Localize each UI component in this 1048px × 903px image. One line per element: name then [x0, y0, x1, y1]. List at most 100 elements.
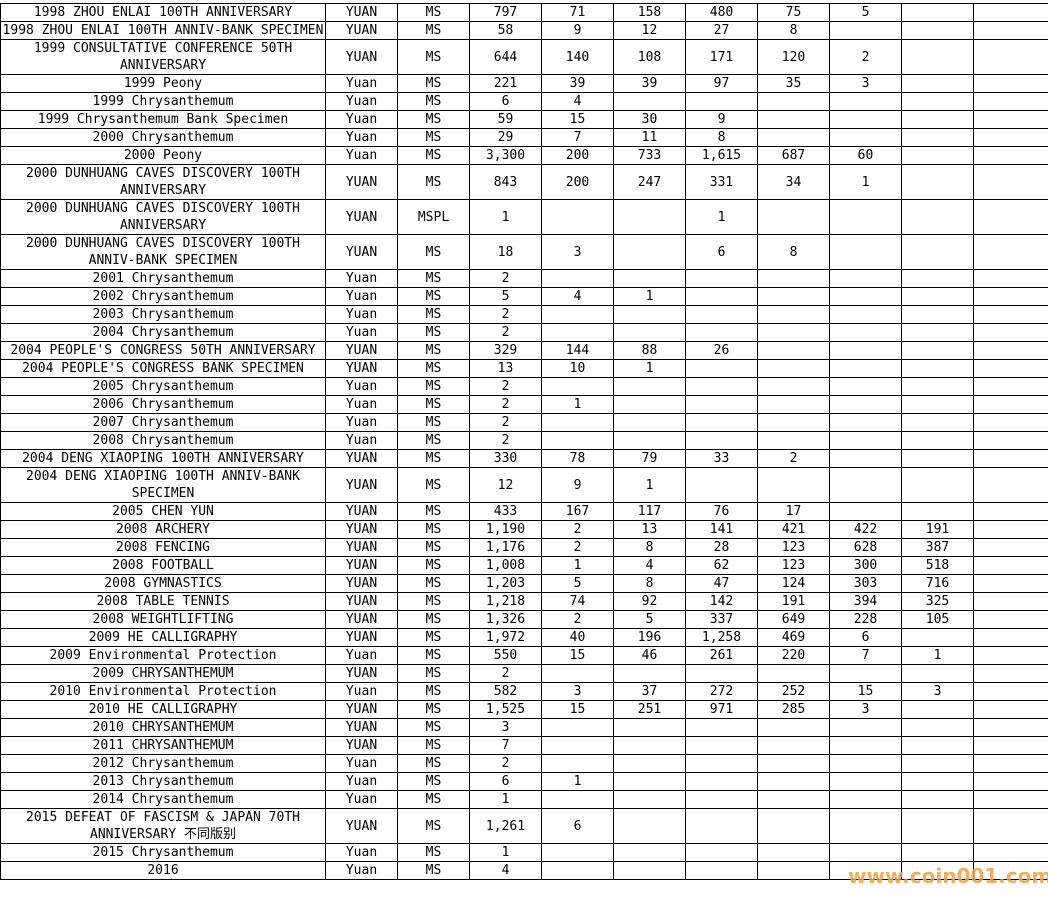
cell	[613, 664, 686, 683]
cell	[685, 431, 758, 450]
item-name: 2009 HE CALLIGRAPHY	[0, 628, 326, 647]
cell: 9	[541, 21, 614, 40]
cell	[973, 74, 1048, 93]
cell	[541, 431, 614, 450]
cell: 1	[829, 164, 902, 200]
table-row: 2003 Chrysanthemum Yuan MS 2	[0, 305, 1048, 324]
cell	[901, 21, 974, 40]
cell	[829, 736, 902, 755]
cell	[613, 92, 686, 111]
table-row: 2002 Chrysanthemum Yuan MS 5 4 1	[0, 287, 1048, 306]
cell	[541, 413, 614, 432]
cell: 78	[541, 449, 614, 468]
cell: MS	[397, 74, 470, 93]
cell	[901, 341, 974, 360]
item-name: 1999 Peony	[0, 74, 326, 93]
cell	[757, 772, 830, 791]
cell	[901, 269, 974, 288]
cell: 1,615	[685, 146, 758, 165]
cell: 46	[613, 646, 686, 665]
item-name: 2008 WEIGHTLIFTING	[0, 610, 326, 629]
cell	[901, 449, 974, 468]
cell	[613, 736, 686, 755]
cell	[973, 628, 1048, 647]
cell: 6	[829, 628, 902, 647]
cell	[901, 92, 974, 111]
table-row: 2004 DENG XIAOPING 100TH ANNIVERSARY YUAN…	[0, 449, 1048, 468]
cell	[973, 646, 1048, 665]
cell: 628	[829, 538, 902, 557]
cell	[541, 305, 614, 324]
table-row: 2008 Chrysanthemum Yuan MS 2	[0, 431, 1048, 450]
cell: 13	[613, 520, 686, 539]
cell	[901, 164, 974, 200]
cell: 1	[613, 467, 686, 503]
item-name: 2008 Chrysanthemum	[0, 431, 326, 450]
item-name: 2004 DENG XIAOPING 100TH ANNIV-BANK SPEC…	[0, 467, 326, 503]
table-row: 2009 HE CALLIGRAPHY YUAN MS 1,972 40 196 1,258…	[0, 628, 1048, 647]
cell	[973, 21, 1048, 40]
cell: 325	[901, 592, 974, 611]
cell: 6	[541, 808, 614, 844]
cell: 3	[541, 234, 614, 270]
table-row: 2004 Chrysanthemum Yuan MS 2	[0, 323, 1048, 342]
cell: 71	[541, 3, 614, 22]
cell: Yuan	[325, 682, 398, 701]
cell	[973, 287, 1048, 306]
item-name: 2000 DUNHUANG CAVES DISCOVERY 100TH ANNI…	[0, 199, 326, 235]
cell: 59	[469, 110, 542, 129]
cell: 3	[829, 74, 902, 93]
cell: 285	[757, 700, 830, 719]
item-name: 1999 Chrysanthemum Bank Specimen	[0, 110, 326, 129]
cell: 469	[757, 628, 830, 647]
table-row: 2001 Chrysanthemum Yuan MS 2	[0, 269, 1048, 288]
item-name: 2004 PEOPLE'S CONGRESS BANK SPECIMEN	[0, 359, 326, 378]
cell: 108	[613, 39, 686, 75]
item-name: 2009 CHRYSANTHEMUM	[0, 664, 326, 683]
cell	[973, 164, 1048, 200]
cell: YUAN	[325, 39, 398, 75]
cell: 7	[541, 128, 614, 147]
table-row: 2009 CHRYSANTHEMUM YUAN MS 2	[0, 664, 1048, 683]
table-row: 1998 ZHOU ENLAI 100TH ANNIVERSARY YUAN MS 7…	[0, 3, 1048, 22]
cell: 2	[541, 610, 614, 629]
cell: 550	[469, 646, 542, 665]
cell	[541, 843, 614, 862]
item-name: 2008 FOOTBALL	[0, 556, 326, 575]
cell	[973, 556, 1048, 575]
cell: 30	[613, 110, 686, 129]
cell: MS	[397, 808, 470, 844]
cell	[757, 92, 830, 111]
cell	[901, 234, 974, 270]
cell: 142	[685, 592, 758, 611]
cell: YUAN	[325, 628, 398, 647]
cell	[901, 754, 974, 773]
cell: 26	[685, 341, 758, 360]
cell: Yuan	[325, 772, 398, 791]
item-name: 2008 ARCHERY	[0, 520, 326, 539]
cell: 105	[901, 610, 974, 629]
cell: Yuan	[325, 843, 398, 862]
cell	[757, 110, 830, 129]
table-row: 2007 Chrysanthemum Yuan MS 2	[0, 413, 1048, 432]
cell: 433	[469, 502, 542, 521]
item-name: 2004 DENG XIAOPING 100TH ANNIVERSARY	[0, 449, 326, 468]
cell: Yuan	[325, 269, 398, 288]
cell	[901, 39, 974, 75]
cell	[685, 323, 758, 342]
cell	[613, 808, 686, 844]
cell	[973, 341, 1048, 360]
table-row: 2010 CHRYSANTHEMUM YUAN MS 3	[0, 718, 1048, 737]
table-row: 2004 PEOPLE'S CONGRESS BANK SPECIMEN YUAN…	[0, 359, 1048, 378]
cell	[829, 395, 902, 414]
cell	[829, 664, 902, 683]
cell: 330	[469, 449, 542, 468]
cell	[901, 395, 974, 414]
cell: MS	[397, 323, 470, 342]
cell: 4	[541, 287, 614, 306]
cell	[901, 377, 974, 396]
cell: 40	[541, 628, 614, 647]
item-name: 2012 Chrysanthemum	[0, 754, 326, 773]
cell	[829, 359, 902, 378]
cell: 141	[685, 520, 758, 539]
